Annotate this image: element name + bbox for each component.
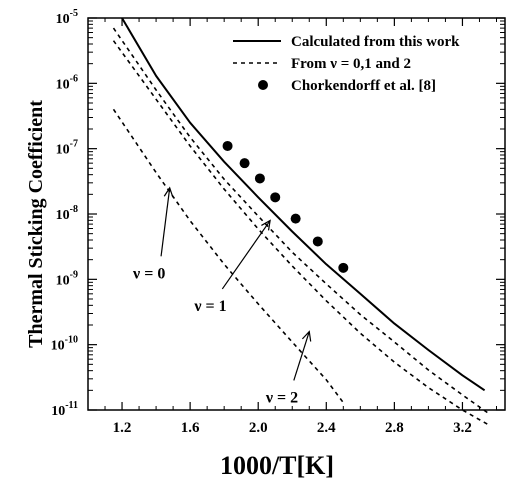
y-tick-label: 10-5 <box>56 8 78 27</box>
x-tick-label: 1.6 <box>181 420 200 436</box>
series-line-2 <box>112 40 489 426</box>
data-point-chorkendorff <box>290 213 301 224</box>
data-point-chorkendorff <box>312 236 323 247</box>
annotation-arrow <box>160 187 171 257</box>
annotation-label: ν = 1 <box>193 298 226 315</box>
x-tick-label: 3.2 <box>453 420 472 436</box>
x-tick-label: 2.8 <box>385 420 404 436</box>
legend-label: From ν = 0,1 and 2 <box>291 56 411 72</box>
x-tick-label: 2.4 <box>317 420 336 436</box>
data-point-chorkendorff <box>338 262 349 273</box>
legend-marker <box>258 80 268 90</box>
annotation-arrowhead <box>261 219 271 231</box>
x-axis-label: 1000/T[K] <box>220 451 334 480</box>
legend-label: Calculated from this work <box>291 34 460 50</box>
series-line-1 <box>112 27 489 414</box>
y-tick-label: 10-7 <box>56 139 78 158</box>
y-tick-label: 10-6 <box>56 73 78 92</box>
y-axis-label: Thermal Sticking Coefficient <box>25 100 47 348</box>
annotation-arrowhead <box>301 330 312 342</box>
y-tick-label: 10-8 <box>56 204 78 223</box>
annotation-arrow <box>221 220 271 290</box>
series-line-3 <box>112 108 344 404</box>
y-tick-label: 10-9 <box>56 269 78 288</box>
legend-label: Chorkendorff et al. [8] <box>291 78 436 94</box>
x-tick-label: 1.2 <box>113 420 132 436</box>
data-point-chorkendorff <box>239 158 250 169</box>
series-line-0 <box>121 17 486 392</box>
data-point-chorkendorff <box>254 173 265 184</box>
data-point-chorkendorff <box>222 140 233 151</box>
data-point-chorkendorff <box>270 192 281 203</box>
annotation-label: ν = 0 <box>132 265 165 282</box>
annotation-label: ν = 2 <box>265 389 298 406</box>
x-tick-label: 2.0 <box>249 420 268 436</box>
annotation-arrow <box>293 331 310 381</box>
y-tick-label: 10-10 <box>51 335 78 354</box>
y-tick-label: 10-11 <box>51 400 78 419</box>
annotation-arrowhead <box>163 186 174 198</box>
